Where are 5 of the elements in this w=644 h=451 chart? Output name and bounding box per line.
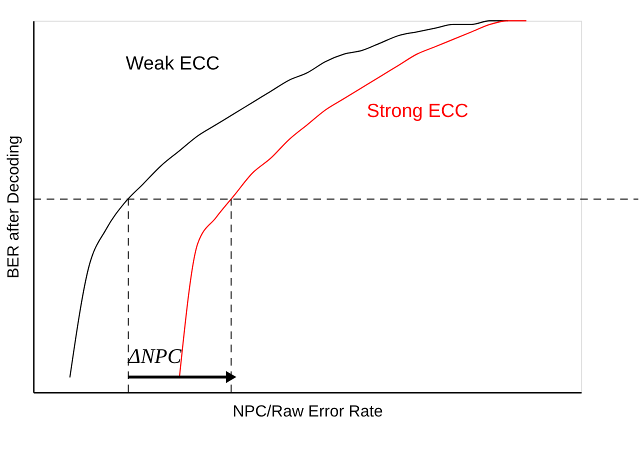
annotation: ΔNPC xyxy=(127,344,182,368)
x-axis-title: NPC/Raw Error Rate xyxy=(232,402,383,421)
series-label: Strong ECC xyxy=(366,100,469,122)
y-axis-title: BER after Decoding xyxy=(4,135,23,279)
text: Weak ECC xyxy=(126,53,220,74)
